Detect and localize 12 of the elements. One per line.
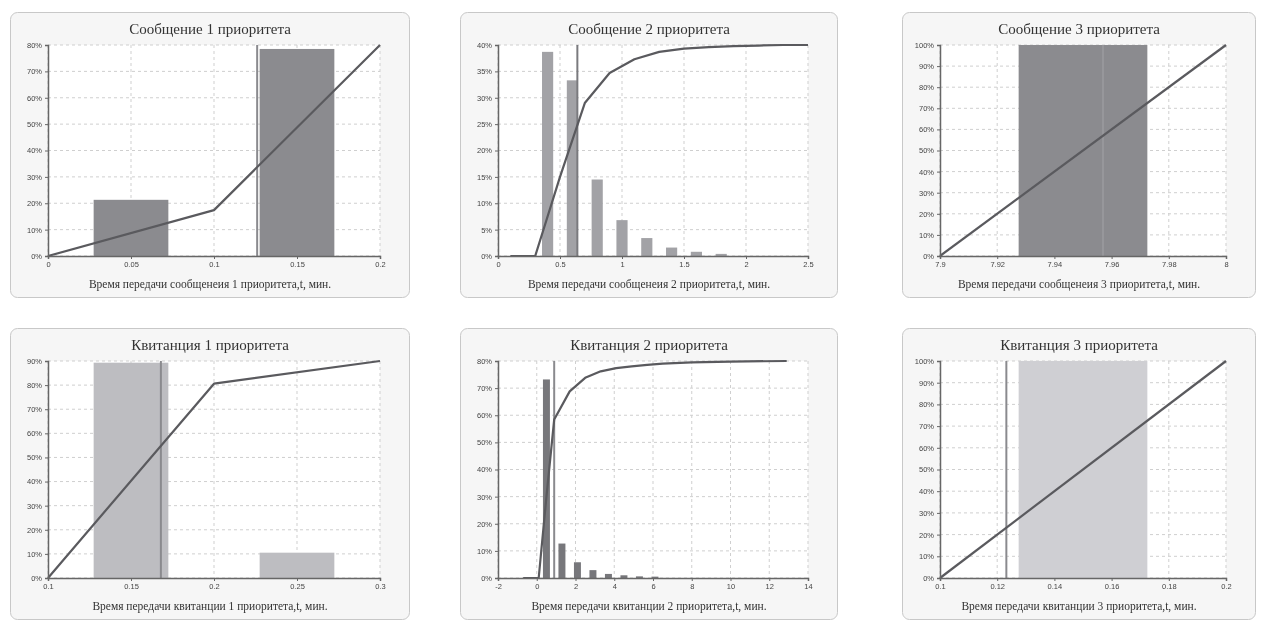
- x-axis-title: Время передачи сообщенеия 1 приоритета,t, мин.: [88, 278, 332, 291]
- x-axis-title: Время передачи сообщенеия 3 приоритета,t, мин.: [957, 278, 1201, 291]
- chart-title: Сообщение 1 приоритета: [129, 21, 292, 37]
- x-axis-title: Время передачи квитанции 1 приоритета,t, мин.: [92, 600, 328, 613]
- x-axis-title: Время передачи квитанции 2 приоритета,t, мин.: [531, 600, 767, 613]
- chart-title: Сообщение 3 приоритета: [998, 21, 1161, 37]
- chart-title: Квитанция 1 приоритета: [131, 337, 290, 353]
- chart-title: Квитанция 2 приоритета: [570, 337, 729, 353]
- x-axis-title: Время передачи сообщенеия 2 приоритета,t, мин.: [527, 278, 771, 291]
- x-axis-title: Время передачи квитанции 3 приоритета,t, мин.: [961, 600, 1197, 613]
- chart-title: Сообщение 2 приоритета: [568, 21, 731, 37]
- chart-title: Квитанция 3 приоритета: [1000, 337, 1159, 353]
